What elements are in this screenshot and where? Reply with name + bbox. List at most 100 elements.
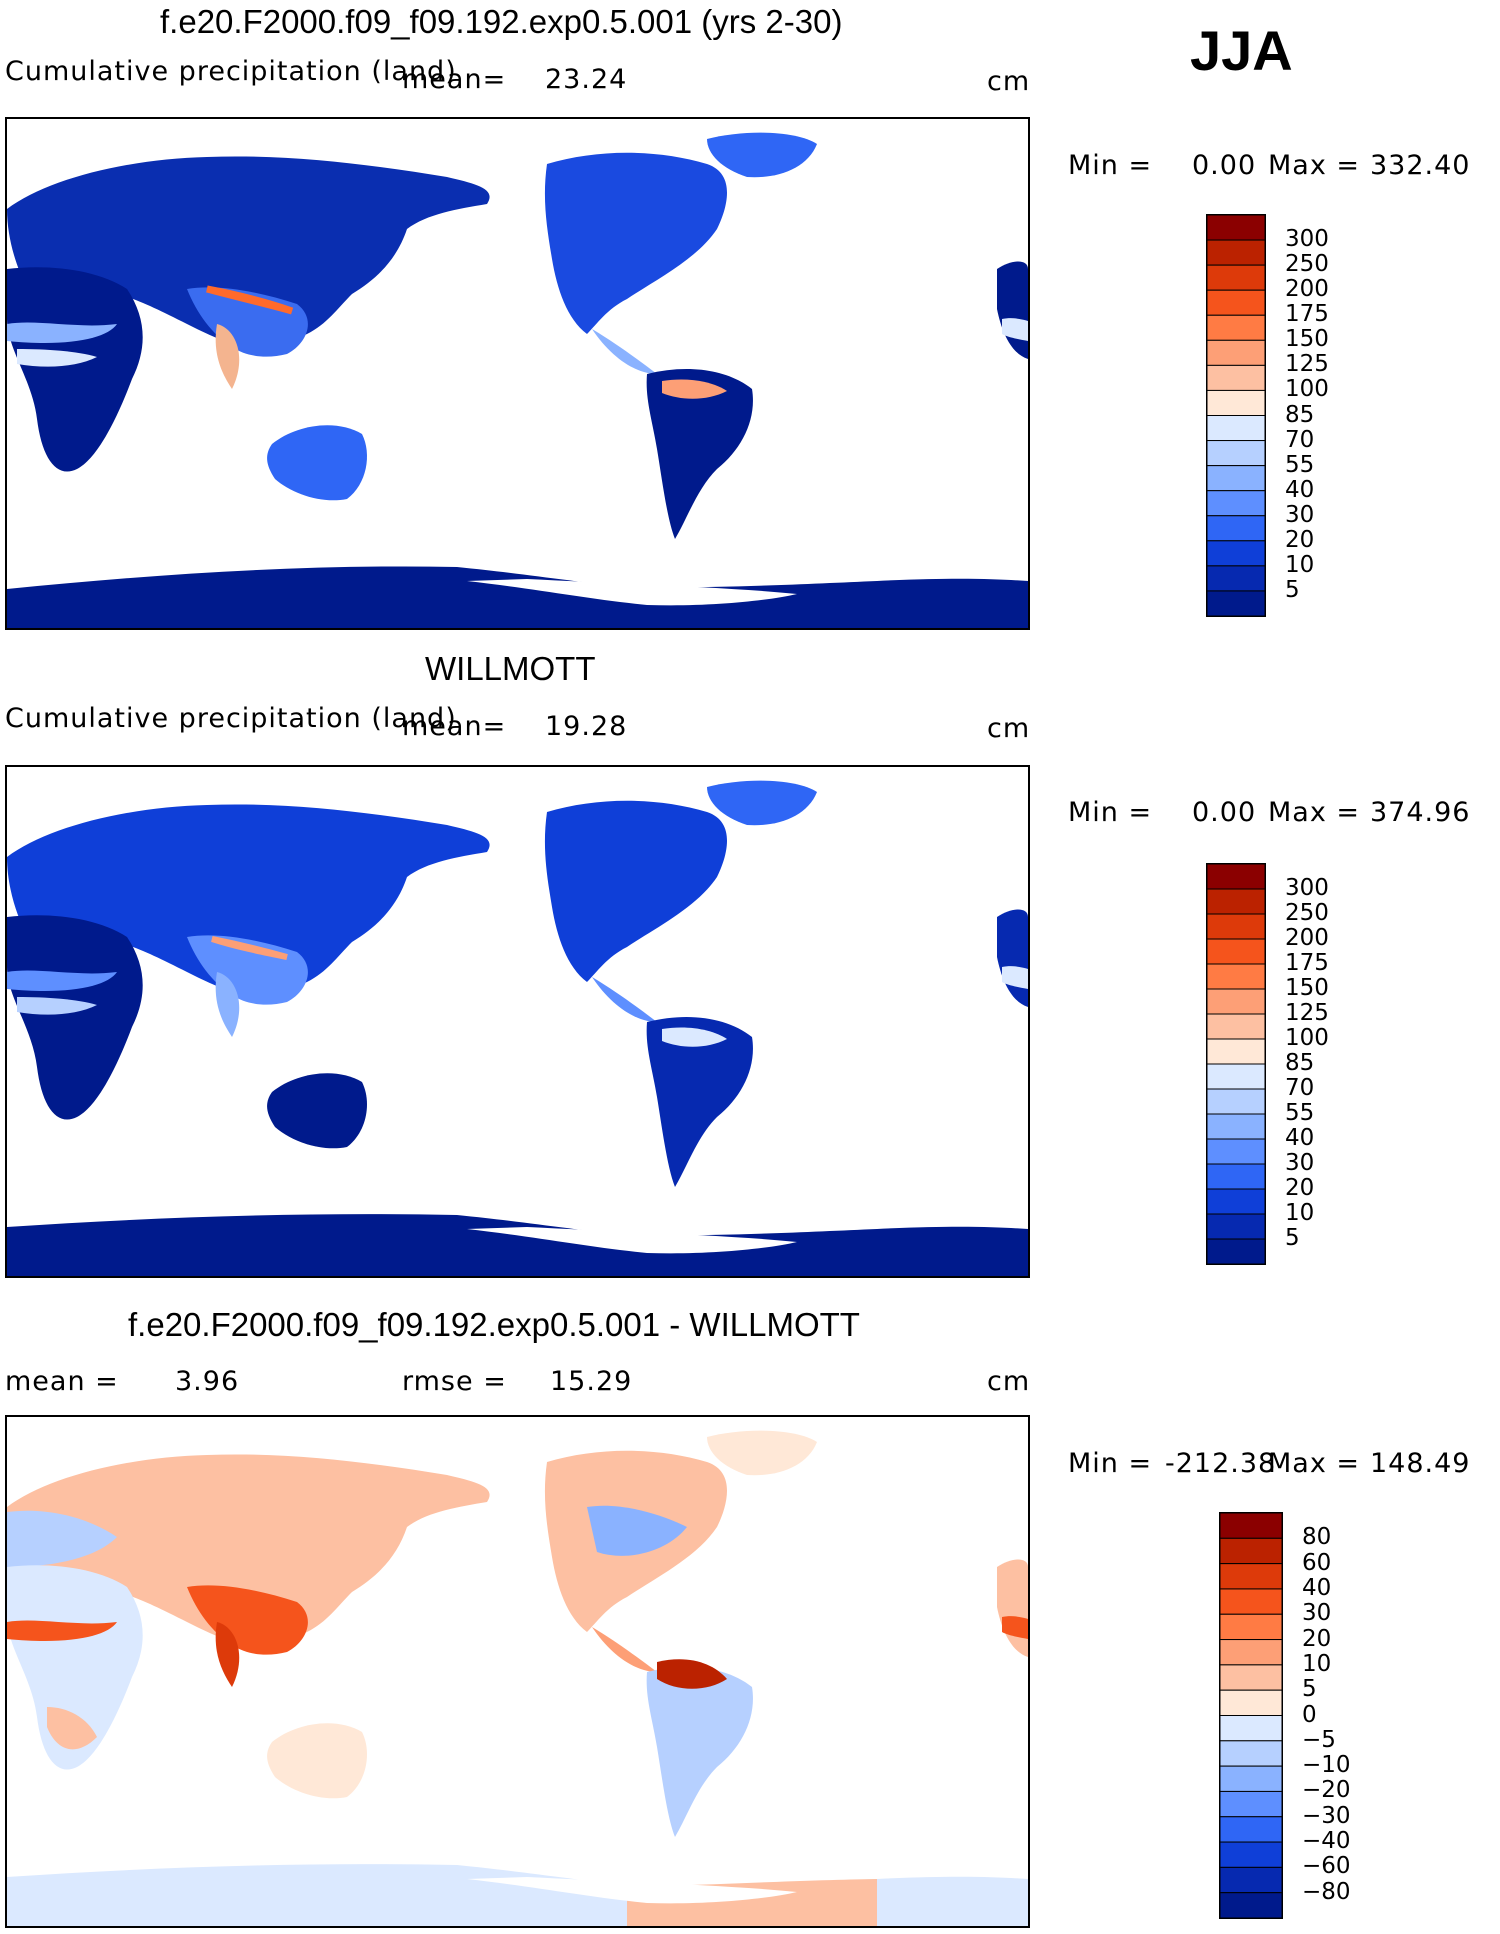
- south-america-land: [646, 369, 753, 539]
- colorbar-swatch: [1207, 888, 1265, 915]
- mean-label: mean=: [402, 64, 507, 95]
- colorbar-tick-label: 30: [1285, 1150, 1315, 1176]
- africa-wet-band: [17, 349, 97, 367]
- colorbar-tick-label: 300: [1285, 875, 1329, 901]
- colorbar-tick-label: −5: [1302, 1726, 1336, 1753]
- world-map: [7, 132, 1028, 628]
- colorbar-tick-label: 20: [1285, 1175, 1315, 1201]
- amazon-high: [657, 1659, 727, 1689]
- asia-south-land: [187, 1585, 308, 1655]
- north-america-land: [544, 800, 727, 982]
- colorbar-swatch: [1207, 1138, 1265, 1165]
- east-edge-band: [1002, 1616, 1028, 1639]
- mean-value: 3.96: [175, 1366, 240, 1397]
- colorbar-swatch: [1207, 515, 1265, 542]
- india-land: [215, 1622, 240, 1687]
- colorbar-swatch: [1207, 215, 1265, 241]
- colorbar-tick-label: 40: [1285, 476, 1315, 503]
- colorbar-tick-label: 250: [1285, 251, 1329, 278]
- panel-subtitle: Cumulative precipitation (land): [5, 703, 457, 734]
- africa-sahel: [7, 1620, 117, 1642]
- colorbar-swatch: [1220, 1664, 1282, 1691]
- colorbar-diff: [1219, 1512, 1283, 1919]
- colorbar-swatch: [1220, 1513, 1282, 1539]
- colorbar-tick-label: −20: [1302, 1777, 1351, 1804]
- colorbar-swatch: [1207, 389, 1265, 417]
- colorbar-swatch: [1207, 1088, 1265, 1115]
- colorbar-tick-label: 125: [1285, 1000, 1329, 1026]
- min-value: 0.00: [1192, 150, 1257, 181]
- continent-fill-group: [7, 1430, 1028, 1926]
- colorbar-tick-label: 30: [1285, 501, 1315, 528]
- central-america-land: [592, 329, 657, 374]
- panel-title: WILLMOTT: [425, 650, 596, 687]
- australia-land: [267, 1073, 367, 1149]
- antarctica-ice: [467, 1877, 797, 1904]
- panel-subtitle: Cumulative precipitation (land): [5, 56, 457, 87]
- min-label: Min =: [1068, 797, 1153, 828]
- south-america-land: [646, 1017, 753, 1187]
- colorbar-swatches: [1220, 1513, 1282, 1918]
- colorbar-tick-label: 100: [1285, 376, 1329, 403]
- continent-fill-group: [7, 780, 1028, 1276]
- colorbar-tick-label: 40: [1302, 1574, 1332, 1601]
- africa-south: [47, 1707, 97, 1750]
- colorbar-swatch: [1220, 1841, 1282, 1868]
- india-land: [215, 324, 240, 389]
- africa-wet-band: [17, 997, 97, 1015]
- colorbar-swatch: [1207, 988, 1265, 1015]
- colorbar-swatch: [1207, 415, 1265, 442]
- greenland-land: [707, 132, 817, 178]
- colorbar-swatch: [1220, 1866, 1282, 1894]
- colorbar-swatch: [1207, 1188, 1265, 1215]
- colorbar-swatch: [1207, 339, 1265, 366]
- africa-sahel: [7, 322, 117, 344]
- colorbar-tick-label: −60: [1302, 1853, 1351, 1880]
- colorbar-tick-label: 100: [1285, 1025, 1329, 1051]
- himalaya-high: [211, 936, 288, 960]
- colorbar-tick-label: 85: [1285, 1050, 1315, 1076]
- max-label: Max =: [1268, 797, 1361, 828]
- colorbar-tick-label: 200: [1285, 925, 1329, 951]
- max-label: Max =: [1268, 150, 1361, 181]
- colorbar-tick-label: 10: [1285, 1200, 1315, 1226]
- eurasia-land: [7, 804, 490, 996]
- colorbar-swatch: [1220, 1563, 1282, 1590]
- colorbar-swatches: [1207, 215, 1265, 616]
- max-value: 332.40: [1370, 150, 1471, 181]
- colorbar-tick-label: 150: [1285, 326, 1329, 353]
- colorbar-tick-label: 40: [1285, 1125, 1315, 1151]
- east-edge-land: [997, 909, 1028, 1007]
- colorbar-swatch: [1220, 1588, 1282, 1615]
- colorbar-swatch: [1207, 1238, 1265, 1264]
- east-edge-band: [1002, 318, 1028, 341]
- north-america-neg: [587, 1505, 687, 1556]
- map-panel-model: [5, 117, 1030, 630]
- south-america-land: [646, 1667, 753, 1837]
- eurasia-land: [7, 156, 490, 348]
- rmse-value: 15.29: [550, 1366, 633, 1397]
- colorbar-tick-label: 150: [1285, 975, 1329, 1001]
- colorbar-swatch: [1207, 490, 1265, 517]
- colorbar-swatches: [1207, 864, 1265, 1264]
- world-map: [7, 780, 1028, 1276]
- colorbar-tick-label: 300: [1285, 226, 1329, 253]
- colorbar-tick-label: 60: [1302, 1549, 1332, 1576]
- colorbar-swatch: [1220, 1892, 1282, 1918]
- colorbar-tick-label: 5: [1285, 1225, 1300, 1251]
- colorbar-tick-label: 5: [1302, 1676, 1317, 1703]
- north-america-land: [544, 152, 727, 334]
- colorbar-tick-label: 175: [1285, 301, 1329, 328]
- max-value: 148.49: [1370, 1448, 1471, 1479]
- min-value: 0.00: [1192, 797, 1257, 828]
- colorbar-tick-label: 55: [1285, 1100, 1315, 1126]
- colorbar-tick-label: 20: [1302, 1625, 1332, 1652]
- eurasia-west-neg: [7, 1510, 117, 1567]
- colorbar-tick-label: 55: [1285, 451, 1315, 478]
- colorbar-swatch: [1207, 1113, 1265, 1140]
- colorbar-swatch: [1207, 440, 1265, 467]
- panel-title: f.e20.F2000.f09_f09.192.exp0.5.001 - WIL…: [128, 1306, 860, 1343]
- antarctica-ice: [467, 579, 797, 606]
- australia-land: [267, 1723, 367, 1799]
- greenland-land: [707, 780, 817, 826]
